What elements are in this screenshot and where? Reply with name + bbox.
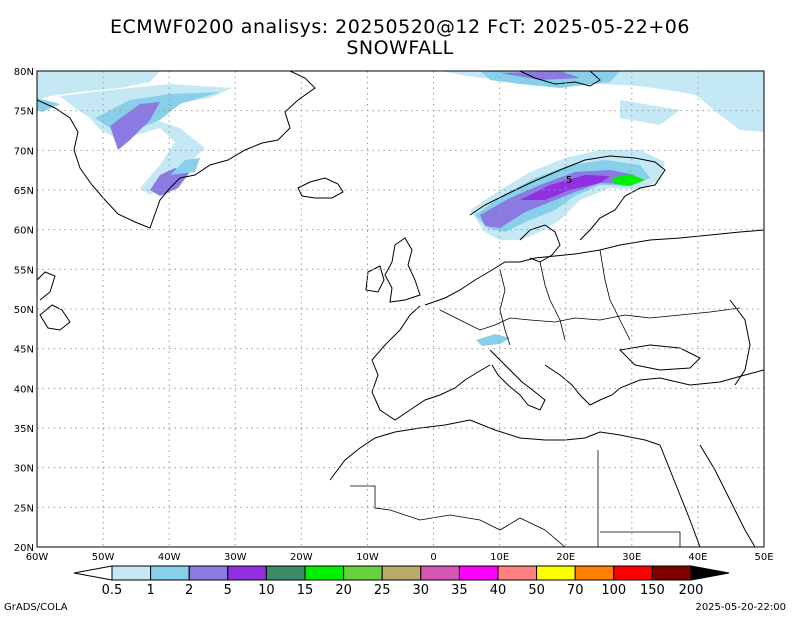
colorbar-label: 25 [374, 583, 391, 598]
longitude-label: 0 [430, 552, 436, 563]
title-line-2: SNOWFALL [346, 37, 454, 59]
colorbar-swatch [227, 565, 267, 581]
longitude-label: 40E [688, 552, 707, 563]
colorbar-swatch [304, 565, 345, 581]
latitude-label: 40N [14, 384, 34, 395]
colorbar-swatch [111, 565, 152, 581]
longitude-label: 40W [158, 552, 181, 563]
latitude-label: 65N [14, 186, 34, 197]
longitude-label: 20E [556, 552, 575, 563]
colorbar-label: 35 [451, 583, 468, 598]
colorbar-label: 15 [297, 583, 314, 598]
longitude-labels: 60W 50W 40W 30W 20W 10W 0 10E 20E 30E 40E 50E [26, 552, 774, 563]
longitude-label: 60W [26, 552, 49, 563]
colorbar-swatch [150, 565, 190, 581]
colorbar-swatch [536, 565, 576, 581]
colorbar-label: 0.5 [102, 583, 123, 598]
colorbar-label: 10 [258, 583, 275, 598]
latitude-label: 20N [14, 543, 34, 554]
colorbar-swatch [497, 565, 538, 581]
longitude-label: 50E [754, 552, 773, 563]
colorbar-label: 50 [528, 583, 545, 598]
longitude-label: 30W [224, 552, 247, 563]
colorbar-under-arrow [73, 565, 113, 581]
longitude-label: 10E [490, 552, 509, 563]
colorbar-swatch [574, 565, 615, 581]
map-grid [37, 71, 764, 547]
coastlines [37, 71, 764, 547]
colorbar-swatch [651, 565, 692, 581]
colorbar-swatch [613, 565, 653, 581]
latitude-labels: 20N 25N 30N 35N 40N 45N 50N 55N 60N 65N 70N 75N 80N [14, 67, 34, 554]
colorbar-label: 200 [679, 583, 704, 598]
title-line-1: ECMWF0200 analisys: 20250520@12 FcT: 202… [110, 16, 690, 38]
snowfall-shading [37, 71, 764, 346]
latitude-label: 75N [14, 107, 34, 118]
colorbar-label: 30 [413, 583, 430, 598]
latitude-label: 50N [14, 305, 34, 316]
colorbar-label: 150 [640, 583, 665, 598]
colorbar-label: 5 [224, 583, 232, 598]
colorbar [73, 565, 730, 581]
colorbar-swatch [381, 565, 422, 581]
latitude-label: 35N [14, 424, 34, 435]
colorbar-label: 100 [601, 583, 626, 598]
colorbar-swatch [420, 565, 460, 581]
colorbar-over-arrow [690, 565, 730, 581]
longitude-label: 30E [622, 552, 641, 563]
footer-right: 2025-05-20-22:00 [695, 602, 786, 613]
colorbar-label: 40 [490, 583, 507, 598]
colorbar-swatch [188, 565, 229, 581]
footer-left: GrADS/COLA [4, 602, 68, 613]
latitude-label: 25N [14, 503, 34, 514]
latitude-label: 30N [14, 464, 34, 475]
colorbar-swatch [343, 565, 383, 581]
longitude-label: 10W [356, 552, 379, 563]
latitude-label: 55N [14, 265, 34, 276]
map-frame [36, 70, 765, 548]
latitude-label: 45N [14, 345, 34, 356]
colorbar-swatch [265, 565, 306, 581]
latitude-label: 60N [14, 226, 34, 237]
colorbar-label: 1 [146, 583, 154, 598]
longitude-label: 20W [290, 552, 313, 563]
longitude-label: 50W [92, 552, 115, 563]
colorbar-label: 20 [335, 583, 352, 598]
contour-label: 5 [566, 175, 572, 186]
latitude-label: 70N [14, 146, 34, 157]
colorbar-swatch [458, 565, 499, 581]
colorbar-label: 70 [567, 583, 584, 598]
latitude-label: 80N [14, 67, 34, 78]
colorbar-labels: 0.5 1 2 5 10 15 20 25 30 35 40 50 70 100 150 200 [102, 583, 704, 598]
colorbar-label: 2 [185, 583, 193, 598]
